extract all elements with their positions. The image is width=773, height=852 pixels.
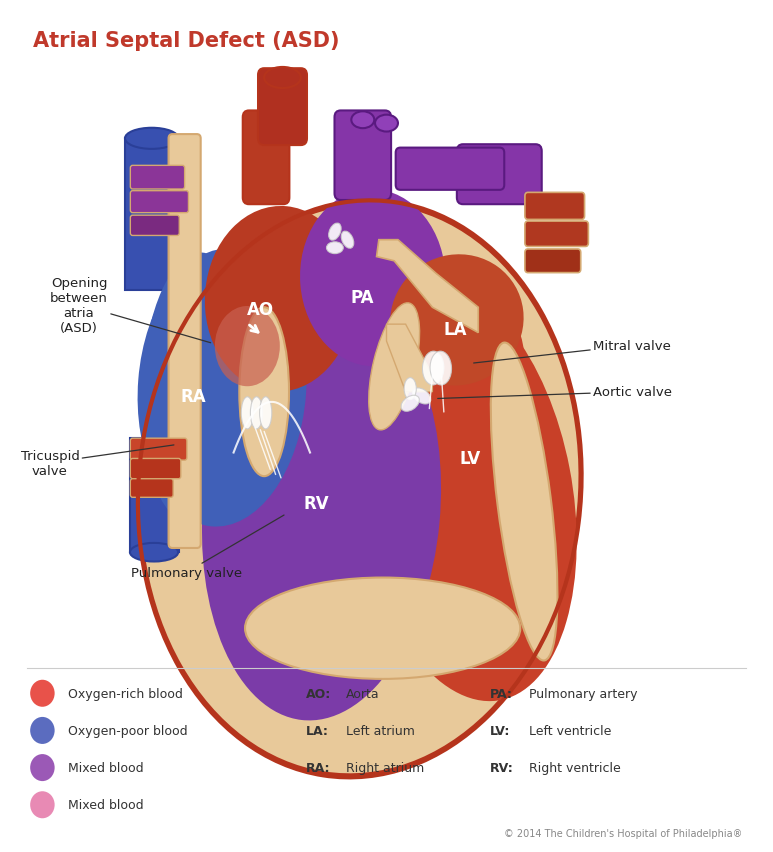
FancyBboxPatch shape — [243, 112, 289, 205]
Ellipse shape — [341, 232, 354, 249]
Text: LV:: LV: — [490, 724, 510, 737]
Ellipse shape — [413, 389, 431, 405]
Text: PA: PA — [350, 289, 374, 307]
Text: Right ventricle: Right ventricle — [530, 761, 621, 774]
Polygon shape — [131, 439, 179, 553]
Text: Oxygen-poor blood: Oxygen-poor blood — [67, 724, 187, 737]
FancyBboxPatch shape — [131, 216, 179, 236]
Text: Atrial Septal Defect (ASD): Atrial Septal Defect (ASD) — [33, 32, 339, 51]
Text: Pulmonary artery: Pulmonary artery — [530, 687, 638, 700]
FancyBboxPatch shape — [525, 222, 588, 247]
Text: Left ventricle: Left ventricle — [530, 724, 612, 737]
Text: RV:: RV: — [490, 761, 513, 774]
Circle shape — [30, 717, 55, 744]
Ellipse shape — [125, 129, 179, 150]
Text: RA: RA — [181, 388, 206, 406]
Ellipse shape — [390, 255, 523, 386]
Polygon shape — [376, 240, 478, 333]
Polygon shape — [386, 325, 432, 392]
Ellipse shape — [375, 116, 398, 132]
Text: RV: RV — [303, 495, 329, 513]
Circle shape — [30, 680, 55, 707]
FancyBboxPatch shape — [131, 439, 187, 461]
Text: Aortic valve: Aortic valve — [438, 386, 672, 399]
Text: Opening
between
atria
(ASD): Opening between atria (ASD) — [50, 276, 210, 343]
Circle shape — [30, 792, 55, 818]
Text: Left atrium: Left atrium — [346, 724, 415, 737]
Ellipse shape — [245, 578, 520, 679]
Text: Oxygen-rich blood: Oxygen-rich blood — [67, 687, 182, 700]
Ellipse shape — [138, 249, 307, 527]
Ellipse shape — [326, 243, 343, 255]
Text: AO:: AO: — [306, 687, 332, 700]
Ellipse shape — [218, 612, 463, 763]
FancyBboxPatch shape — [131, 479, 173, 498]
Ellipse shape — [300, 190, 445, 367]
FancyBboxPatch shape — [525, 250, 581, 273]
Text: © 2014 The Children's Hospital of Philadelphia®: © 2014 The Children's Hospital of Philad… — [504, 828, 742, 838]
Text: LA: LA — [444, 321, 467, 339]
Text: LA:: LA: — [306, 724, 329, 737]
FancyBboxPatch shape — [396, 148, 504, 191]
Ellipse shape — [139, 204, 581, 775]
Text: Aorta: Aorta — [346, 687, 380, 700]
Ellipse shape — [369, 303, 420, 430]
Text: AO: AO — [247, 301, 274, 319]
Ellipse shape — [371, 283, 524, 435]
Ellipse shape — [401, 396, 419, 412]
Ellipse shape — [349, 285, 577, 701]
FancyBboxPatch shape — [525, 193, 584, 220]
Text: RA:: RA: — [306, 761, 331, 774]
FancyBboxPatch shape — [258, 69, 307, 146]
Ellipse shape — [141, 253, 249, 523]
Polygon shape — [125, 139, 179, 291]
Ellipse shape — [240, 308, 289, 476]
Ellipse shape — [250, 397, 263, 429]
Ellipse shape — [404, 378, 417, 400]
FancyBboxPatch shape — [335, 112, 391, 201]
Text: Mixed blood: Mixed blood — [67, 798, 143, 811]
Ellipse shape — [430, 352, 451, 385]
FancyBboxPatch shape — [131, 166, 185, 190]
Ellipse shape — [130, 544, 178, 561]
Ellipse shape — [351, 112, 374, 129]
Text: Right atrium: Right atrium — [346, 761, 424, 774]
Circle shape — [30, 754, 55, 781]
Ellipse shape — [264, 68, 301, 89]
FancyBboxPatch shape — [457, 145, 542, 205]
Ellipse shape — [241, 397, 254, 429]
Ellipse shape — [215, 307, 280, 387]
FancyBboxPatch shape — [169, 135, 201, 549]
Ellipse shape — [205, 207, 354, 392]
FancyBboxPatch shape — [131, 459, 181, 479]
Ellipse shape — [329, 224, 341, 241]
FancyBboxPatch shape — [131, 192, 189, 213]
Ellipse shape — [422, 352, 444, 385]
Ellipse shape — [202, 300, 441, 721]
Ellipse shape — [260, 397, 272, 429]
Text: Pulmonary valve: Pulmonary valve — [131, 515, 284, 579]
Text: LV: LV — [460, 449, 482, 467]
Text: Mitral valve: Mitral valve — [474, 339, 671, 364]
Text: Tricuspid
valve: Tricuspid valve — [21, 446, 174, 477]
Ellipse shape — [491, 343, 557, 660]
Text: Mixed blood: Mixed blood — [67, 761, 143, 774]
Text: PA:: PA: — [490, 687, 512, 700]
